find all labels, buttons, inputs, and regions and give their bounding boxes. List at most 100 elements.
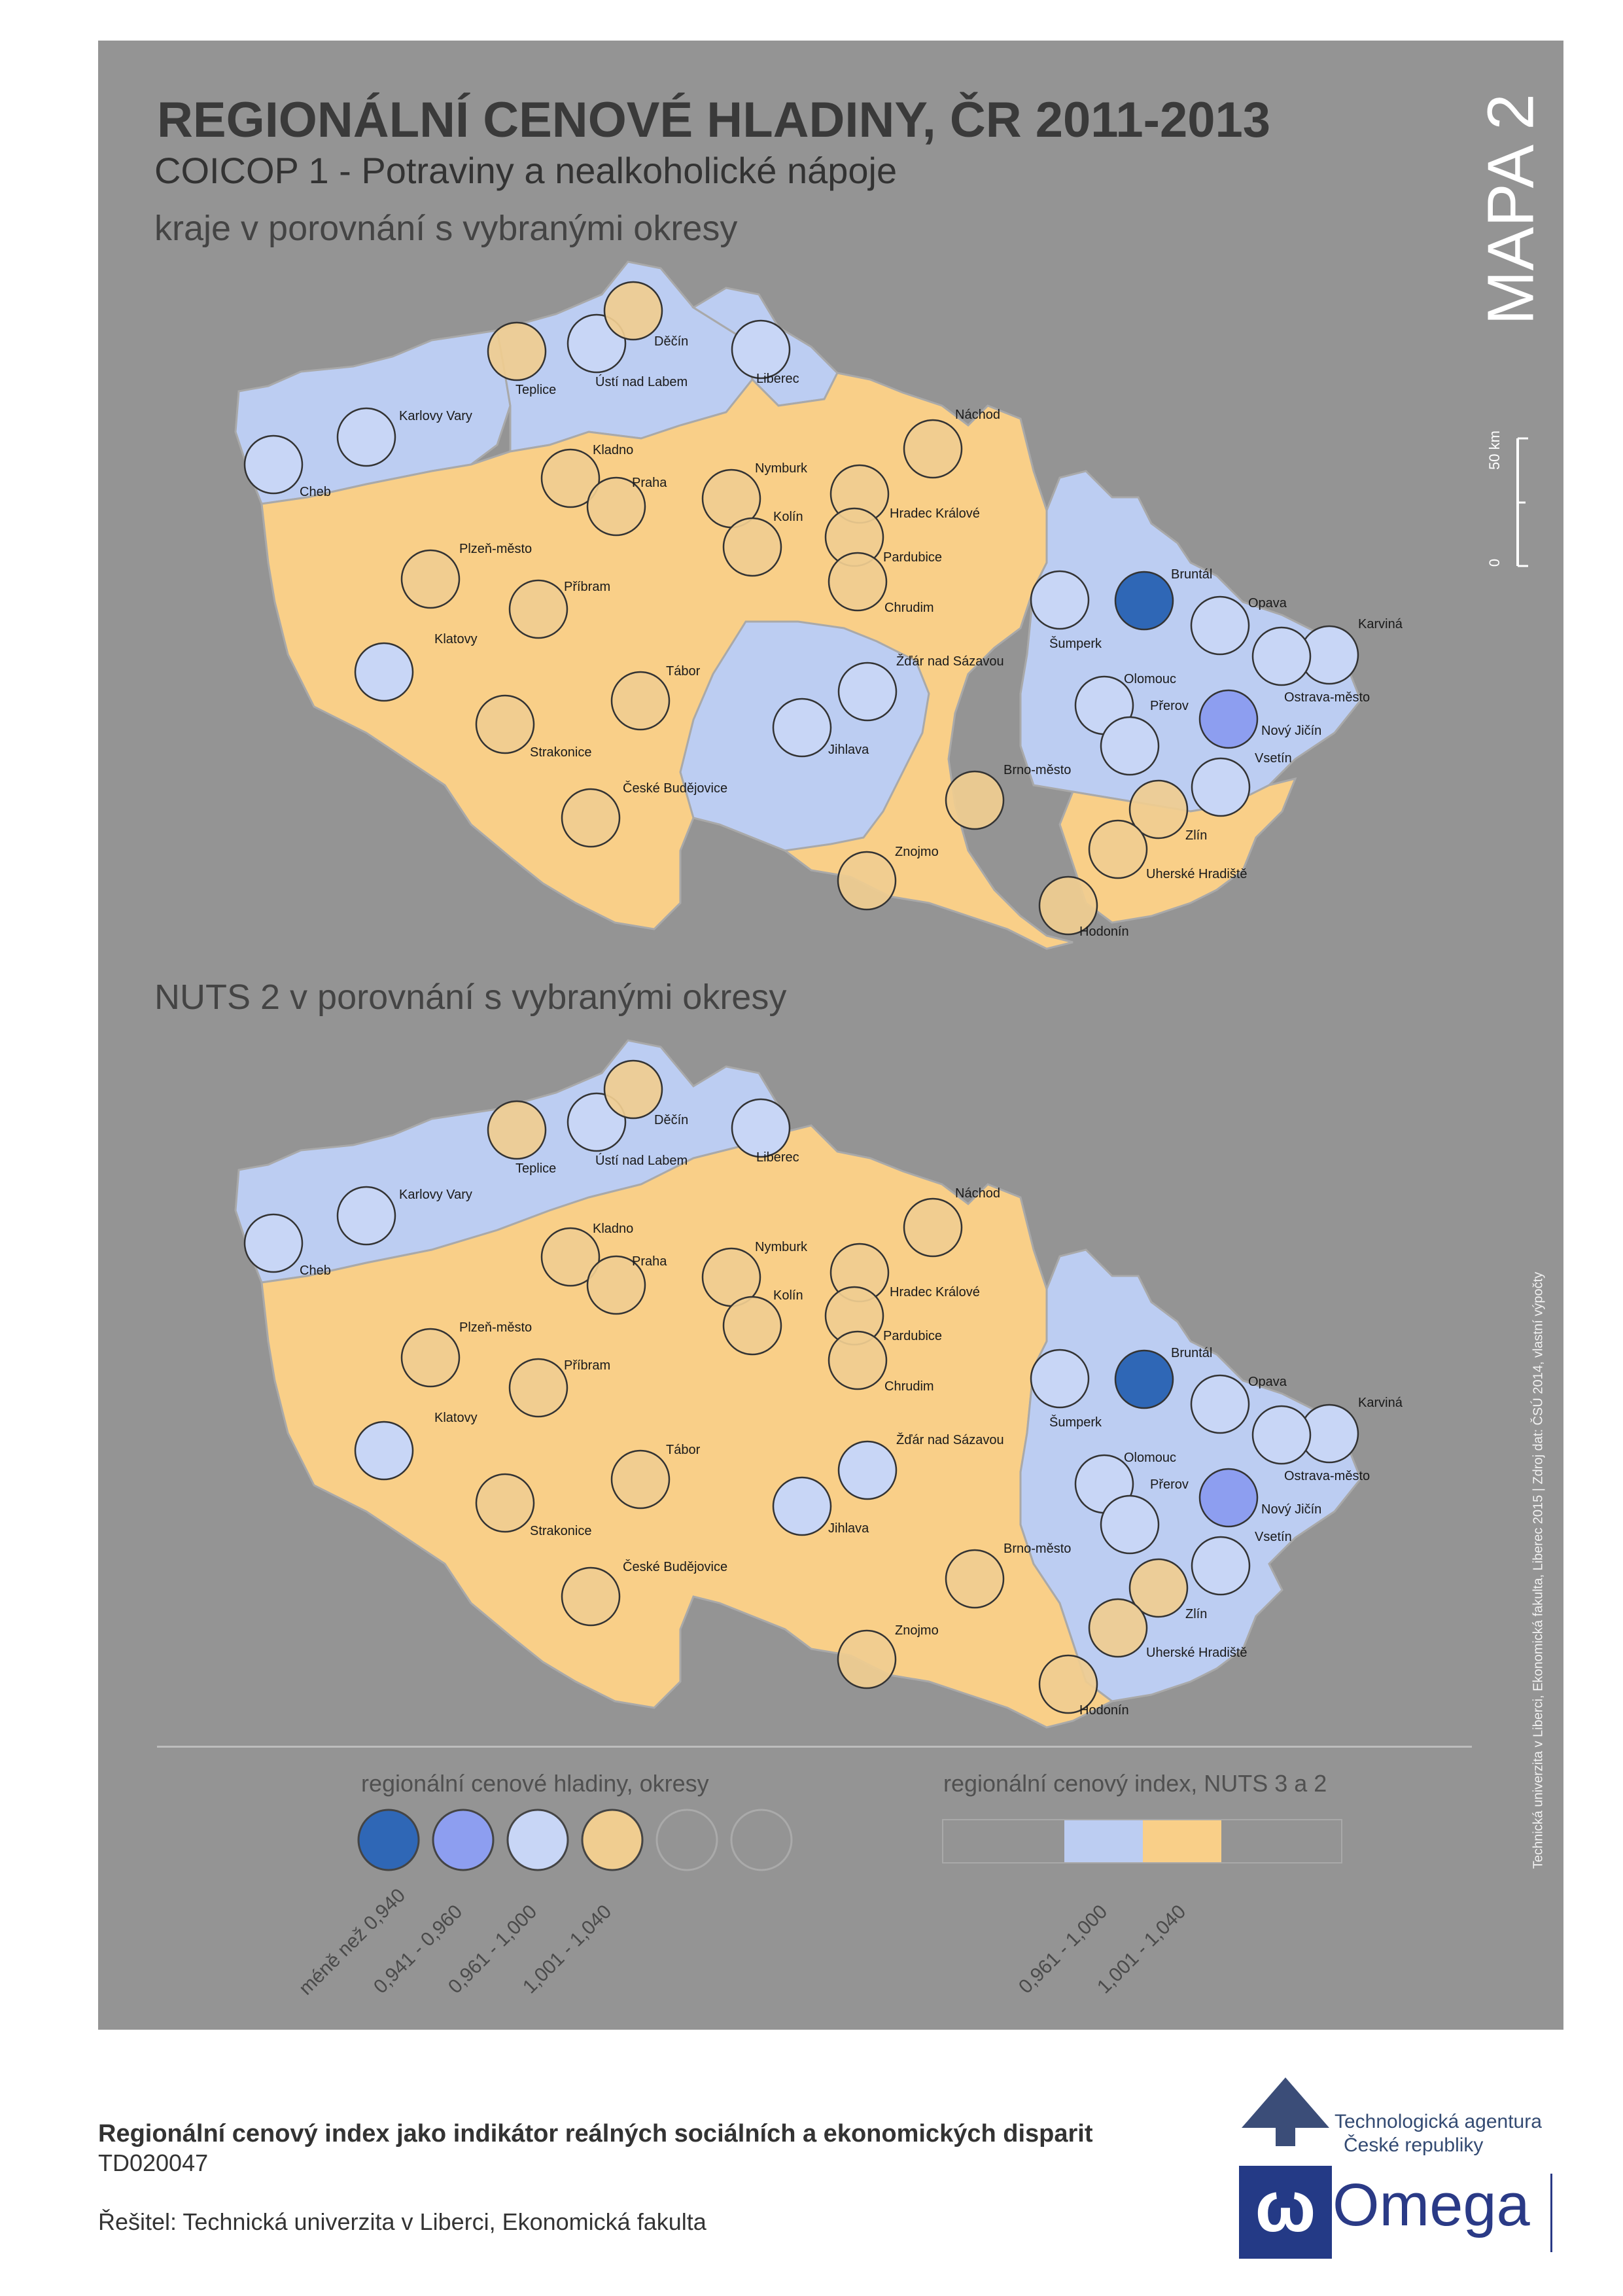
nuts2-moravskoslezsko-morava[interactable] [1019, 1248, 1362, 1703]
map1-label-uherske-hradiste: Uherské Hradiště [1146, 867, 1248, 881]
map2-circle-ceske-budejovice[interactable] [561, 1566, 621, 1627]
map1-circle-ceske-budejovice[interactable] [561, 788, 621, 848]
map2-circle-plzen-mesto[interactable] [400, 1328, 461, 1388]
map1-circle-zdar-nad-sazavou[interactable] [837, 662, 898, 722]
map2-circle-uherske-hradiste[interactable] [1088, 1598, 1148, 1658]
map2-label-kladno: Kladno [593, 1222, 633, 1236]
map1-circle-brno-mesto[interactable] [945, 770, 1005, 830]
map1-circle-klatovy[interactable] [354, 642, 414, 702]
map2-label-teplice: Teplice [515, 1161, 556, 1176]
map2-circle-znojmo[interactable] [837, 1629, 897, 1689]
map1-circle-cheb[interactable] [243, 434, 304, 495]
map1-label-ostrava-mesto: Ostrava-město [1284, 690, 1370, 705]
map2-circle-strakonice[interactable] [475, 1473, 535, 1533]
map2-circle-kladno[interactable] [540, 1227, 601, 1287]
map1-circle-uherske-hradiste[interactable] [1088, 819, 1148, 879]
map2-label-hodonin: Hodonín [1079, 1703, 1129, 1718]
map1-label-pribram: Příbram [564, 580, 610, 594]
map1-district-circles: Cheb Karlovy Vary Teplice Ústí nad Labem Děč… [243, 281, 1403, 939]
map1-label-cheb: Cheb [300, 485, 331, 499]
map1-circle-pribram[interactable] [508, 579, 568, 639]
map2-label-usti-nad-labem: Ústí nad Labem [595, 1153, 688, 1168]
map2-circle-decin[interactable] [603, 1059, 663, 1120]
map1-circle-novy-jicin[interactable] [1198, 689, 1259, 749]
map1-circle-plzen-mesto[interactable] [400, 549, 461, 609]
scale-bar [1516, 437, 1528, 567]
map2-circle-liberec[interactable] [731, 1098, 791, 1158]
map1-circle-zlin[interactable] [1128, 779, 1189, 839]
map2-regions [234, 1039, 1362, 1729]
map1-label-zdar-nad-sazavou: Žďár nad Sázavou [896, 654, 1004, 669]
map1-circle-kolin[interactable] [722, 517, 782, 577]
map1-circle-nachod[interactable] [903, 419, 963, 479]
map2-label-plzen-mesto: Plzeň-město [459, 1320, 532, 1335]
map1-circle-znojmo[interactable] [837, 851, 897, 911]
map2-circle-brno-mesto[interactable] [945, 1549, 1005, 1609]
map2-circle-vsetin[interactable] [1191, 1536, 1251, 1596]
map1-label-nachod: Náchod [955, 408, 1000, 422]
map1-circle-decin[interactable] [603, 281, 663, 341]
map2-circle-kolin[interactable] [722, 1296, 782, 1356]
map2-circle-bruntal[interactable] [1114, 1349, 1174, 1409]
map1-circle-strakonice[interactable] [475, 694, 535, 754]
map1-circle-prerov[interactable] [1100, 716, 1160, 776]
map2-circle-zdar-nad-sazavou[interactable] [837, 1440, 898, 1500]
map1-label-liberec: Liberec [756, 372, 799, 386]
map2-circle-sumperk[interactable] [1030, 1349, 1090, 1409]
map1-label-karlovy-vary: Karlovy Vary [399, 409, 472, 423]
map2-circle-chrudim[interactable] [828, 1330, 888, 1390]
map2-circle-tabor[interactable] [610, 1449, 671, 1510]
map2-circle-klatovy[interactable] [354, 1421, 414, 1481]
map1-circle-praha[interactable] [586, 476, 646, 537]
map1-label-klatovy: Klatovy [434, 632, 478, 646]
footer-solver: Řešitel: Technická univerzita v Liberci,… [98, 2208, 707, 2235]
map2-circle-praha[interactable] [586, 1255, 646, 1315]
page-title: REGIONÁLNÍ CENOVÉ HLADINY, ČR 2011-2013 [157, 92, 1271, 148]
map1-circle-teplice[interactable] [487, 321, 547, 381]
map2-circle-pribram[interactable] [508, 1358, 568, 1418]
map1-circle-chrudim[interactable] [828, 552, 888, 612]
map1-label-jihlava: Jihlava [828, 743, 869, 757]
map2-circle-ostrava-mesto[interactable] [1251, 1405, 1312, 1465]
map1-circle-vsetin[interactable] [1191, 757, 1251, 817]
map1-label-bruntal: Bruntál [1171, 567, 1212, 582]
map2-circle-zlin[interactable] [1128, 1558, 1189, 1618]
map2-label-karvina: Karviná [1358, 1396, 1403, 1410]
map1-circle-ostrava-mesto[interactable] [1251, 626, 1312, 686]
map2-circle-opava[interactable] [1190, 1374, 1250, 1434]
map2-label-zlin: Zlín [1185, 1607, 1207, 1621]
map2-label-ostrava-mesto: Ostrava-město [1284, 1469, 1370, 1483]
map1-circle-jihlava[interactable] [772, 698, 832, 758]
map1-label-olomouc: Olomouc [1124, 672, 1176, 686]
map2-label-prerov: Přerov [1150, 1477, 1189, 1492]
map1-label-zlin: Zlín [1185, 828, 1207, 843]
map2-circle-cheb[interactable] [243, 1213, 304, 1273]
map2-label-ceske-budejovice: České Budějovice [623, 1559, 727, 1574]
map2-circle-karlovy-vary[interactable] [336, 1186, 396, 1246]
map2-circle-novy-jicin[interactable] [1198, 1468, 1259, 1528]
map2-circle-nachod[interactable] [903, 1197, 963, 1258]
map1-circle-sumperk[interactable] [1030, 570, 1090, 630]
legend-swatch-class3 [506, 1809, 569, 1871]
map1-label-decin: Děčín [654, 334, 688, 349]
map1-circle-bruntal[interactable] [1114, 571, 1174, 631]
map2-circle-hodonin[interactable] [1038, 1654, 1098, 1714]
map2-circle-prerov[interactable] [1100, 1494, 1160, 1555]
map1-circle-karlovy-vary[interactable] [336, 407, 396, 467]
legend-districts-title: regionální cenové hladiny, okresy [361, 1770, 709, 1797]
map1-circle-opava[interactable] [1190, 595, 1250, 656]
map2-circle-teplice[interactable] [487, 1100, 547, 1160]
map1-circle-hodonin[interactable] [1038, 875, 1098, 936]
map2-nuts2: Cheb Karlovy Vary Teplice Ústí nad Labem Děč… [234, 1039, 1403, 1729]
map1-label-pardubice: Pardubice [883, 550, 942, 565]
map2-label-tabor: Tábor [666, 1443, 701, 1457]
map1-circle-tabor[interactable] [610, 671, 671, 731]
divider-line [157, 1746, 1472, 1748]
map2-label-hradec-kralove: Hradec Králové [890, 1285, 980, 1299]
map2-circle-jihlava[interactable] [772, 1476, 832, 1536]
map2-label-pardubice: Pardubice [883, 1329, 942, 1343]
map1-circle-liberec[interactable] [731, 319, 791, 380]
map1-label-prerov: Přerov [1150, 699, 1189, 713]
map1-circle-kladno[interactable] [540, 448, 601, 508]
map1-label-sumperk: Šumperk [1049, 636, 1102, 651]
